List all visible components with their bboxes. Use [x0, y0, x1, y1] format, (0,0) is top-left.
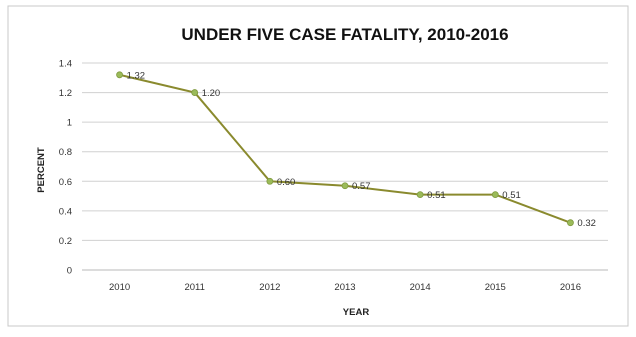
y-axis-ticks: 0 0.2 0.4 0.6 0.8 1 1.2 1.4	[59, 59, 72, 277]
chart-border	[7, 5, 629, 327]
x-axis-ticks: 2010 2011 2012 2013 2014 2015 2016	[109, 282, 581, 293]
y-tick-label: 0	[67, 266, 72, 277]
x-tick-label: 2011	[184, 282, 204, 293]
gridlines	[82, 62, 608, 271]
series-line-group	[116, 71, 574, 227]
data-point	[191, 89, 199, 96]
x-tick-label: 2013	[334, 282, 355, 293]
y-axis-title: PERCENT	[36, 147, 47, 193]
x-tick-label: 2015	[485, 282, 506, 293]
x-tick-label: 2012	[259, 282, 280, 293]
y-tick-label: 0.6	[59, 177, 72, 188]
x-tick-label: 2016	[560, 282, 581, 293]
data-point	[491, 191, 499, 198]
y-tick-label: 1	[67, 118, 72, 129]
data-labels: 1.32 1.20 0.60 0.57 0.51 0.51 0.32	[127, 70, 596, 229]
data-point	[567, 219, 574, 227]
x-tick-label: 2014	[410, 282, 431, 293]
data-label: 1.20	[202, 88, 221, 99]
data-label: 1.32	[127, 70, 146, 81]
data-label: 0.51	[427, 190, 446, 201]
data-label: 0.32	[577, 218, 596, 229]
x-axis-title: YEAR	[343, 307, 370, 318]
y-tick-label: 0.4	[59, 206, 72, 217]
data-point	[416, 191, 424, 198]
y-tick-label: 1.4	[59, 59, 72, 70]
x-tick-label: 2010	[109, 282, 130, 293]
y-tick-label: 1.2	[59, 88, 72, 99]
data-label: 0.51	[502, 190, 521, 201]
data-point	[266, 177, 274, 185]
data-label: 0.57	[352, 181, 371, 192]
data-label: 0.60	[277, 177, 296, 188]
chart-title: UNDER FIVE CASE FATALITY, 2010-2016	[181, 25, 508, 44]
data-point	[341, 182, 349, 190]
y-tick-label: 0.8	[59, 147, 72, 158]
data-point	[116, 71, 123, 79]
y-tick-label: 0.2	[59, 236, 72, 247]
